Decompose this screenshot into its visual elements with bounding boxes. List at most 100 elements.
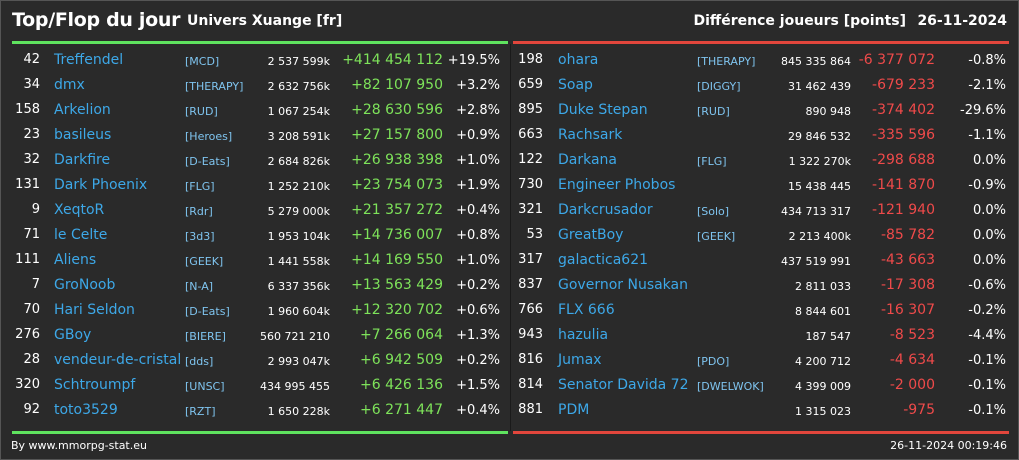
percent-change: -29.6%: [960, 103, 1006, 118]
player-points: 2 213 400k: [788, 230, 851, 243]
table-row: 317 galactica621 437 519 991 -43 663 0.0%: [511, 249, 1018, 274]
player-name-link[interactable]: ohara: [558, 52, 599, 68]
player-name-link[interactable]: hazulia: [558, 327, 609, 343]
points-difference: -141 870: [872, 177, 935, 193]
table-row: 881 PDM 1 315 023 -975 -0.1%: [511, 399, 1018, 424]
player-name-link[interactable]: le Celte: [54, 227, 108, 243]
player-points: 5 279 000k: [267, 205, 330, 218]
percent-change: +1.3%: [456, 328, 500, 343]
player-rank: 881: [518, 402, 543, 417]
points-difference: +14 169 550: [351, 252, 443, 268]
percent-change: -0.9%: [968, 178, 1006, 193]
player-rank: 663: [518, 127, 543, 142]
player-name-link[interactable]: Duke Stepan: [558, 102, 648, 118]
table-row: 92 toto3529 [RZT] 1 650 228k +6 271 447 +0.4%: [1, 399, 510, 424]
alliance-tag-link[interactable]: [D-Eats]: [185, 305, 230, 318]
player-name-link[interactable]: Hari Seldon: [54, 302, 135, 318]
alliance-tag-link[interactable]: [RZT]: [185, 405, 216, 418]
percent-change: +0.2%: [456, 278, 500, 293]
alliance-tag-link[interactable]: [RUD]: [185, 105, 218, 118]
player-name-link[interactable]: toto3529: [54, 402, 118, 418]
player-name-link[interactable]: Aliens: [54, 252, 97, 268]
player-name-link[interactable]: dmx: [54, 77, 85, 93]
alliance-tag-link[interactable]: [D-Eats]: [185, 155, 230, 168]
points-difference: -335 596: [872, 127, 935, 143]
table-row: 9 XeqtoR [Rdr] 5 279 000k +21 357 272 +0.4%: [1, 199, 510, 224]
player-rank: 730: [518, 177, 543, 192]
table-row: 34 dmx [THERAPY] 2 632 756k +82 107 950 +3.2%: [1, 74, 510, 99]
points-difference: -4 634: [889, 352, 935, 368]
player-name-link[interactable]: Soap: [558, 77, 593, 93]
percent-change: -1.1%: [968, 128, 1006, 143]
player-name-link[interactable]: Engineer Phobos: [558, 177, 676, 193]
player-name-link[interactable]: Darkcrusador: [558, 202, 653, 218]
alliance-tag-link[interactable]: [THERAPY]: [697, 55, 756, 68]
alliance-tag-link[interactable]: [Rdr]: [185, 205, 213, 218]
table-row: 28 vendeur-de-cristal [dds] 2 993 047k +6 94…: [1, 349, 510, 374]
points-difference: +26 938 398: [351, 152, 443, 168]
points-difference: +6 942 509: [360, 352, 443, 368]
table-row: 158 Arkelion [RUD] 1 067 254k +28 630 596 +2.…: [1, 99, 510, 124]
player-points: 4 399 009: [795, 380, 851, 393]
column-divider: [510, 44, 511, 431]
alliance-tag-link[interactable]: [BIERE]: [185, 330, 226, 343]
alliance-tag-link[interactable]: [FLG]: [697, 155, 727, 168]
alliance-tag-link[interactable]: [N-A]: [185, 280, 214, 293]
player-name-link[interactable]: GBoy: [54, 327, 92, 343]
points-difference: +7 266 064: [360, 327, 443, 343]
alliance-tag-link[interactable]: [DWELWOK]: [697, 380, 764, 393]
alliance-tag-link[interactable]: [DIGGY]: [697, 80, 741, 93]
alliance-tag-link[interactable]: [Solo]: [697, 205, 730, 218]
player-name-link[interactable]: Rachsark: [558, 127, 623, 143]
table-row: 320 Schtroumpf [UNSC] 434 995 455 +6 426 136…: [1, 374, 510, 399]
player-points: 29 846 532: [788, 130, 851, 143]
player-name-link[interactable]: galactica621: [558, 252, 649, 268]
player-rank: 943: [518, 327, 543, 342]
alliance-tag-link[interactable]: [GEEK]: [697, 230, 736, 243]
points-difference: +6 271 447: [360, 402, 443, 418]
player-name-link[interactable]: vendeur-de-cristal: [54, 352, 182, 368]
alliance-tag-link[interactable]: [UNSC]: [185, 380, 225, 393]
alliance-tag-link[interactable]: [GEEK]: [185, 255, 224, 268]
player-name-link[interactable]: Governor Nusakan: [558, 277, 688, 293]
player-name-link[interactable]: Darkfire: [54, 152, 111, 168]
player-rank: 837: [518, 277, 543, 292]
player-points: 2 632 756k: [267, 80, 330, 93]
alliance-tag-link[interactable]: [dds]: [185, 355, 214, 368]
alliance-tag-link[interactable]: [MCD]: [185, 55, 220, 68]
percent-change: -0.1%: [968, 353, 1006, 368]
player-name-link[interactable]: FLX 666: [558, 302, 615, 318]
alliance-tag-link[interactable]: [3d3]: [185, 230, 215, 243]
alliance-tag-link[interactable]: [THERAPY]: [185, 80, 244, 93]
player-name-link[interactable]: Jumax: [558, 352, 602, 368]
alliance-tag-link[interactable]: [PDO]: [697, 355, 730, 368]
player-name-link[interactable]: Arkelion: [54, 102, 111, 118]
player-name-link[interactable]: Darkana: [558, 152, 618, 168]
player-name-link[interactable]: XeqtoR: [54, 202, 105, 218]
player-name-link[interactable]: basileus: [54, 127, 112, 143]
player-rank: 42: [23, 52, 40, 67]
player-name-link[interactable]: GroNoob: [54, 277, 116, 293]
table-row: 7 GroNoob [N-A] 6 337 356k +13 563 429 +0.2%: [1, 274, 510, 299]
player-name-link[interactable]: Senator Davida 72: [558, 377, 689, 393]
player-points: 8 844 601: [795, 305, 851, 318]
player-name-link[interactable]: PDM: [558, 402, 590, 418]
table-row: 276 GBoy [BIERE] 560 721 210 +7 266 064 +1.3%: [1, 324, 510, 349]
table-row: 730 Engineer Phobos 15 438 445 -141 870 -0.9…: [511, 174, 1018, 199]
points-difference: -43 663: [880, 252, 935, 268]
player-name-link[interactable]: Treffendel: [54, 52, 124, 68]
player-name-link[interactable]: Dark Phoenix: [54, 177, 148, 193]
table-row: 122 Darkana [FLG] 1 322 270k -298 688 0.0%: [511, 149, 1018, 174]
player-points: 187 547: [805, 330, 852, 343]
player-points: 434 995 455: [260, 380, 330, 393]
player-rank: 92: [23, 402, 40, 417]
percent-change: 0.0%: [972, 228, 1006, 243]
points-difference: +6 426 136: [360, 377, 443, 393]
player-name-link[interactable]: GreatBoy: [558, 227, 624, 243]
header-date: 26-11-2024: [917, 13, 1007, 29]
player-name-link[interactable]: Schtroumpf: [54, 377, 136, 393]
alliance-tag-link[interactable]: [RUD]: [697, 105, 730, 118]
footer-timestamp: 26-11-2024 00:19:46: [890, 439, 1007, 452]
alliance-tag-link[interactable]: [Heroes]: [185, 130, 233, 143]
alliance-tag-link[interactable]: [FLG]: [185, 180, 215, 193]
